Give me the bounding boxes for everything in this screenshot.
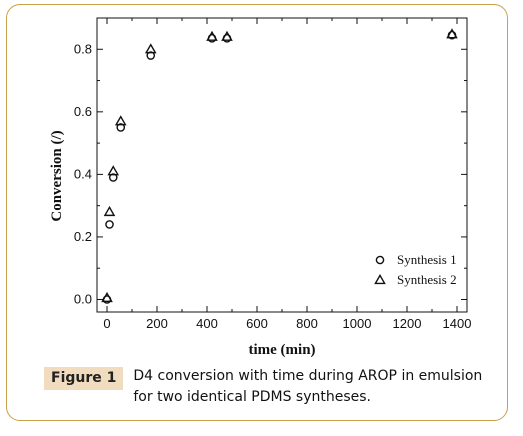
- figure-frame: [6, 4, 508, 421]
- synthesis-2-point: [101, 291, 113, 303]
- y-tick-label: 0.0: [74, 291, 92, 306]
- data-points: [101, 28, 458, 304]
- x-tick-label: 400: [196, 316, 218, 331]
- legend-label-2: Synthesis 2: [397, 272, 457, 287]
- y-tick-label: 0.4: [74, 166, 92, 181]
- plot-area: [96, 17, 468, 313]
- y-tick-label: 0.6: [74, 104, 92, 119]
- y-axis-title: Conversion (/): [49, 130, 65, 221]
- synthesis-1-point: [105, 220, 114, 229]
- x-tick-label: 1400: [443, 316, 472, 331]
- x-tick-label: 0: [103, 316, 110, 331]
- legend-marker-1: [375, 255, 385, 265]
- y-tick-label: 0.8: [74, 41, 92, 56]
- x-tick-label: 1000: [343, 316, 372, 331]
- y-axis: 0.0 0.2 0.4 0.6 0.8: [74, 41, 467, 306]
- legend-marker-2: [374, 273, 386, 285]
- synthesis-2-point: [446, 28, 458, 39]
- synthesis-2-point: [103, 205, 116, 217]
- x-tick-label: 600: [246, 316, 268, 331]
- synthesis-2-point: [107, 165, 120, 176]
- x-tick-label: 200: [146, 316, 168, 331]
- figure-caption: Figure 1 D4 conversion with time during …: [44, 367, 484, 408]
- synthesis-1-point: [116, 123, 126, 132]
- synthesis-2-point: [206, 30, 218, 41]
- x-axis-title: time (min): [248, 342, 315, 358]
- legend-label-1: Synthesis 1: [397, 252, 457, 267]
- y-tick-label: 0.2: [74, 229, 92, 244]
- figure-label: Figure 1: [44, 367, 124, 390]
- synthesis-1-point: [146, 51, 156, 60]
- x-tick-label: 1200: [393, 316, 422, 331]
- legend: Synthesis 1 Synthesis 2: [374, 252, 457, 287]
- synthesis-2-point: [144, 43, 157, 54]
- synthesis-2-point: [221, 30, 233, 41]
- figure-caption-text: D4 conversion with time during AROP in e…: [133, 368, 483, 405]
- x-axis: 0 200 400 600 800 1000 1200 1400: [103, 18, 471, 331]
- x-tick-label: 800: [296, 316, 318, 331]
- synthesis-2-point: [114, 115, 127, 126]
- synthesis-1-point: [108, 173, 118, 182]
